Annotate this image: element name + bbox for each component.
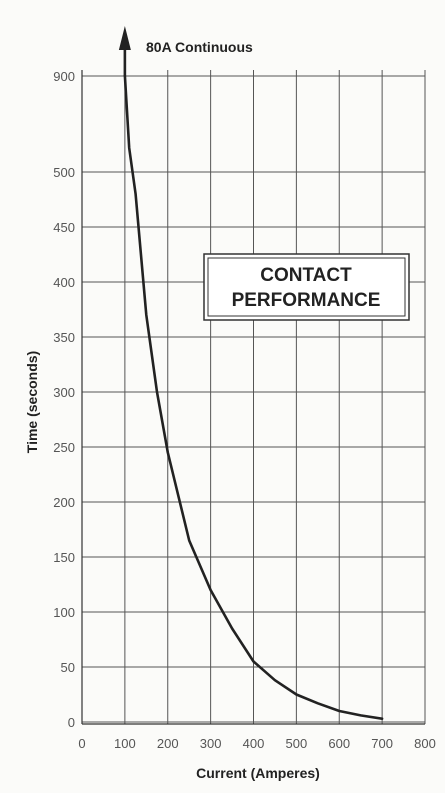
y-tick-label-500: 500 — [53, 165, 75, 180]
box-line-1: CONTACT — [260, 265, 352, 286]
y-tick-label-150: 150 — [53, 550, 75, 565]
x-tick-labels: 0 100 200 300 400 500 600 700 800 — [78, 736, 435, 751]
grid — [81, 70, 426, 725]
x-tick-label-800: 800 — [414, 736, 436, 751]
y-tick-label-400: 400 — [53, 275, 75, 290]
y-tick-label-50: 50 — [61, 660, 75, 675]
series-line — [123, 74, 384, 720]
y-tick-label-200: 200 — [53, 495, 75, 510]
curve-arrowhead — [118, 26, 131, 50]
box-line-2: PERFORMANCE — [232, 290, 381, 311]
y-axis-title: Time (seconds) — [24, 351, 40, 453]
curve — [118, 26, 384, 720]
y-tick-label-250: 250 — [53, 440, 75, 455]
x-tick-label-0: 0 — [78, 736, 85, 751]
y-tick-label-350: 350 — [53, 330, 75, 345]
x-tick-label-400: 400 — [243, 736, 265, 751]
x-tick-label-100: 100 — [114, 736, 136, 751]
x-tick-label-700: 700 — [371, 736, 393, 751]
x-axis-title: Current (Amperes) — [196, 765, 320, 781]
y-tick-label-900: 900 — [53, 69, 75, 84]
y-tick-label-100: 100 — [53, 605, 75, 620]
y-tick-label-300: 300 — [53, 385, 75, 400]
x-tick-label-300: 300 — [200, 736, 222, 751]
x-tick-label-500: 500 — [286, 736, 308, 751]
y-tick-label-0: 0 — [68, 715, 75, 730]
x-tick-label-600: 600 — [328, 736, 350, 751]
box-inner-frame — [207, 257, 406, 317]
y-tick-label-450: 450 — [53, 220, 75, 235]
x-tick-label-200: 200 — [157, 736, 179, 751]
y-tick-labels: 0 50 100 150 200 250 300 350 400 450 500 900 — [53, 69, 75, 730]
annotation-80a-continuous: 80A Continuous — [146, 39, 253, 55]
box-frame — [203, 253, 410, 321]
contact-performance-box: CONTACT PERFORMANCE — [203, 253, 410, 321]
